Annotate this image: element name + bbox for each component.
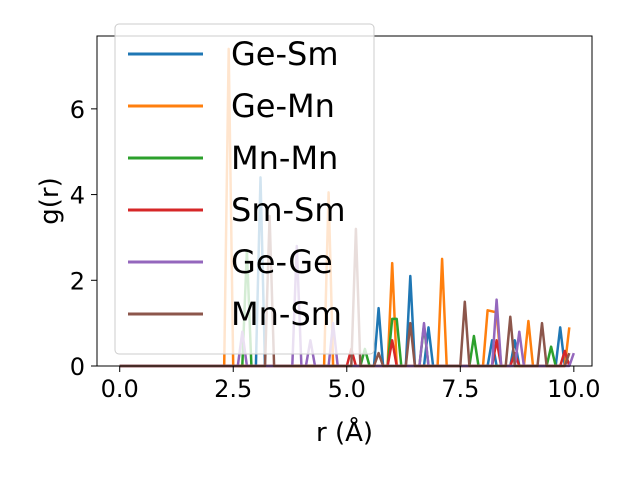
y-tick-label: 6 [70,96,85,124]
legend-label: Ge-Mn [231,87,335,125]
legend-label: Ge-Ge [231,243,333,281]
legend: Ge-Sm Ge-Mn Mn-Mn Sm-Sm Ge-Ge Mn-Sm [114,23,375,355]
x-tick-label: 10.0 [547,375,600,403]
y-tick-label: 4 [70,182,85,210]
x-tick-label: 5.0 [328,375,366,403]
legend-label: Mn-Mn [231,139,338,177]
legend-label: Ge-Sm [231,35,339,73]
legend-label: Mn-Sm [231,295,342,333]
x-tick-label: 0.0 [101,375,139,403]
y-tick-label: 0 [70,353,85,381]
x-axis-label: r (Å) [316,416,373,448]
legend-label: Sm-Sm [231,191,346,229]
y-axis-ticks: 0 2 4 6 [70,96,97,381]
legend-items: Ge-Sm Ge-Mn Mn-Mn Sm-Sm Ge-Ge Mn-Sm [128,35,346,333]
x-tick-label: 2.5 [214,375,252,403]
x-axis-ticks: 0.0 2.5 5.0 7.5 10.0 [101,366,601,403]
x-tick-label: 7.5 [441,375,479,403]
y-axis-label: g(r) [35,177,65,224]
y-tick-label: 2 [70,267,85,295]
